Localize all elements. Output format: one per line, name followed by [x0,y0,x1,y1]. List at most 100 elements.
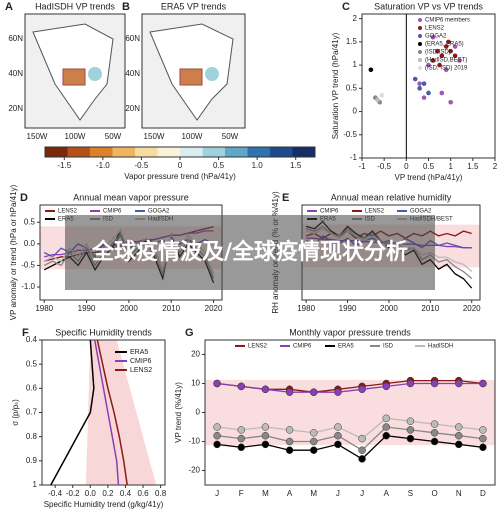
legend-swatch [418,66,422,70]
profile-line [50,339,95,486]
scatter-point [421,95,427,100]
series-marker [334,440,342,449]
lat-label: 20N [8,104,23,113]
map-hotspot [179,68,203,86]
colorbar-segment [202,147,226,157]
y-tick-label: 1 [353,60,358,69]
y-tick-label: 0.8 [26,432,38,441]
series-marker [455,431,463,440]
x-tick-label: -1.5 [57,161,71,170]
lat-label: 40N [8,69,23,78]
series-marker [261,431,270,440]
series-marker [358,434,366,443]
colorbar-segment [67,147,91,157]
y-tick-label: 1 [33,480,38,489]
series-marker [406,417,415,425]
series-marker [237,382,245,391]
series-marker [213,431,221,440]
scatter-point [426,90,431,96]
y-tick-label: 0.4 [26,335,38,344]
legend-label: GOGA2 [410,209,432,215]
legend-label: GOGA2 [148,209,170,215]
y-axis-label: VP trend (%/41y) [174,382,183,443]
legend-label: LENS2 [365,209,385,215]
x-tick-label: 1980 [35,304,53,313]
x-tick-label: F [239,489,244,498]
colorbar-segment [112,147,136,157]
y-tick-label: 2 [353,14,358,23]
scatter-point [443,67,449,73]
panel-title: Specific Humidity trends [55,327,152,337]
x-axis-label: Vapor pressure trend (hPa/41y) [124,172,236,181]
x-tick-label: -1 [358,162,366,171]
legend-label: GOGA2 [425,34,447,40]
x-tick-label: N [456,489,462,498]
series-marker [213,423,221,431]
series-marker [479,426,487,434]
legend-label: CMIP6 [320,209,339,215]
legend-swatch [418,34,422,38]
series-marker [310,437,318,446]
spread-band [85,340,157,485]
map-blob [88,67,102,81]
scatter-point [430,58,436,63]
scatter-point [421,81,427,86]
series-marker [430,420,439,428]
legend-label: ERA5 [130,349,148,356]
series-marker [382,414,390,423]
legend-swatch [418,42,422,46]
x-tick-label: O [431,489,437,498]
panel-label: A [5,1,13,13]
x-axis-label: VP trend (hPa/41y) [395,173,463,182]
panel-label: B [122,1,130,13]
x-tick-label: M [310,489,317,498]
overlay-title: 全球疫情波及/全球疫情现状分析 [91,239,409,265]
x-tick-label: 2 [493,162,498,171]
panel-label: C [342,1,350,13]
x-axis-label: Specific Humidity trend (g/kg/41y) [44,500,164,509]
scatter-point [379,92,385,98]
x-tick-label: 0.5 [213,161,225,170]
legend-label: CMIP6 [130,358,152,365]
y-tick-label: -0.5 [21,261,35,270]
x-tick-label: J [360,489,364,498]
x-tick-label: 2000 [380,304,398,313]
x-tick-label: 2000 [120,304,138,313]
x-tick-label: 0.0 [85,489,97,498]
series-marker [430,437,439,446]
legend-label: CMIP6 members [425,18,470,24]
x-tick-label: D [480,489,486,498]
legend-swatch [418,18,422,22]
x-tick-label: J [215,489,219,498]
scatter-point [412,76,418,82]
x-tick-label: -0.4 [48,489,62,498]
x-tick-label: 1.5 [467,162,479,171]
y-axis-label: VP anomaly or trend (hPa or hPa/41y) [9,184,18,320]
x-tick-label: 1990 [339,304,357,313]
x-tick-label: 0.5 [423,162,435,171]
x-tick-label: -0.5 [377,162,391,171]
x-tick-label: 0.4 [120,489,132,498]
x-tick-label: 2010 [162,304,180,313]
scatter-point [439,53,445,59]
y-axis-label: Saturation VP trend (hPa/41y) [331,32,340,139]
series-marker [479,379,487,388]
x-tick-label: 2020 [205,304,223,313]
legend-swatch [418,26,422,30]
scatter-point [426,62,431,68]
y-tick-label: 0 [353,107,358,116]
legend-label: ERA5 [338,344,354,350]
scatter-point [452,44,458,49]
legend-swatch [418,58,422,62]
legend-label: LENS2 [130,367,152,374]
colorbar-segment [247,147,271,157]
lon-label: 150W [27,132,48,141]
series-marker [213,379,221,388]
x-tick-label: 0.8 [155,489,167,498]
lon-label: 50W [105,132,122,141]
series-marker [430,379,439,388]
x-tick-label: M [262,489,269,498]
series-marker [213,440,221,449]
legend-label: (ISD, ISD) 2019 [425,66,468,72]
